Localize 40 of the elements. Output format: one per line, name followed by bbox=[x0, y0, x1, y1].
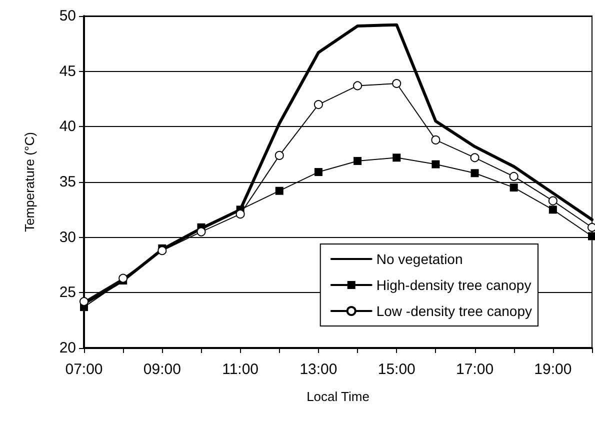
y-tick-label: 45 bbox=[59, 62, 76, 80]
point bbox=[432, 160, 440, 168]
point bbox=[548, 196, 558, 206]
point bbox=[510, 184, 518, 192]
y-axis-title: Temperature (°C) bbox=[22, 132, 37, 232]
x-axis-title: Local Time bbox=[306, 389, 370, 404]
point bbox=[118, 274, 128, 283]
point bbox=[353, 81, 362, 90]
point bbox=[588, 232, 595, 240]
point bbox=[314, 168, 322, 176]
y-tick-label: 40 bbox=[59, 118, 76, 136]
point bbox=[314, 100, 323, 110]
point bbox=[392, 154, 401, 162]
y-tick-label: 35 bbox=[59, 174, 76, 190]
point bbox=[354, 156, 362, 165]
y-tick-label: 25 bbox=[59, 284, 76, 302]
y-tick-label: 50 bbox=[59, 8, 76, 24]
x-tick-label: 07:00 bbox=[65, 361, 103, 378]
point bbox=[275, 186, 284, 195]
legend-label: No vegetation bbox=[376, 251, 463, 267]
legend-label: Low -density tree canopy bbox=[376, 303, 532, 319]
y-tick-label: 20 bbox=[59, 340, 76, 356]
point bbox=[548, 206, 557, 214]
x-tick-label: 11:00 bbox=[222, 361, 259, 378]
point bbox=[274, 150, 284, 160]
x-tick-label: 13:00 bbox=[300, 361, 338, 378]
x-tick-label: 15:00 bbox=[378, 361, 416, 378]
point bbox=[236, 210, 245, 219]
point bbox=[392, 79, 402, 88]
point bbox=[158, 246, 167, 256]
x-tick-label: 19:00 bbox=[534, 361, 572, 378]
point bbox=[470, 169, 479, 178]
x-tick-label: 09:00 bbox=[143, 361, 181, 378]
point bbox=[509, 172, 518, 181]
point bbox=[470, 153, 480, 162]
x-tick-label: 17:00 bbox=[456, 361, 494, 378]
point bbox=[196, 227, 206, 236]
point bbox=[431, 135, 440, 144]
y-tick-label: 30 bbox=[59, 228, 76, 246]
legend-label: High-density tree canopy bbox=[376, 277, 532, 293]
